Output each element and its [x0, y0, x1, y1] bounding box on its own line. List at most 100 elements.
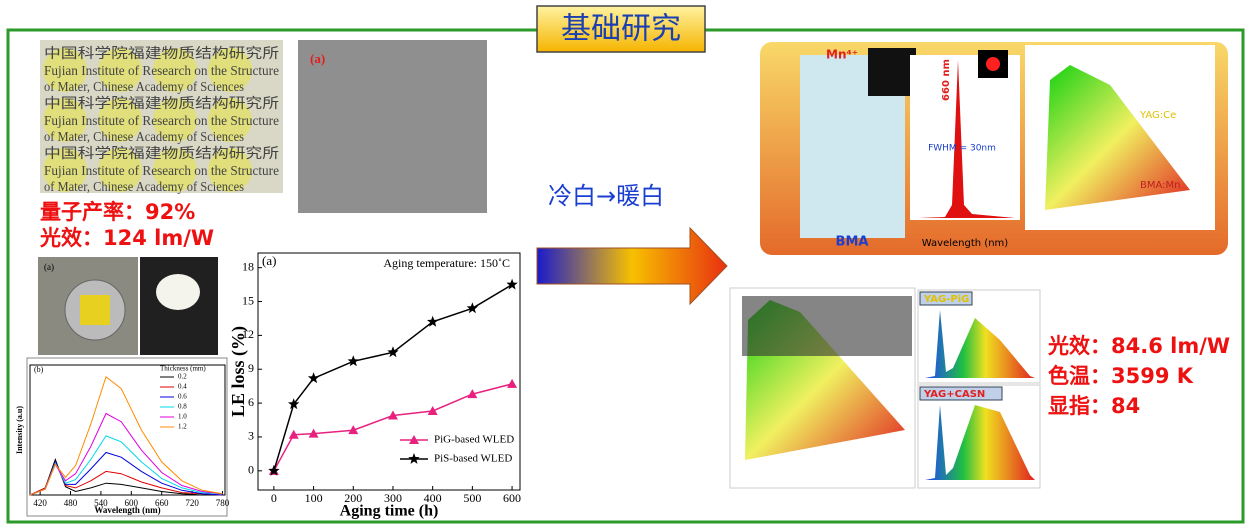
photo-text: of Mater, Chinese Academy of Sciences: [44, 130, 244, 145]
legend-label: 0.8: [178, 403, 187, 411]
panel-label: (b): [34, 365, 44, 374]
legend-label: 1.0: [178, 413, 187, 421]
y-tick-label: 6: [248, 395, 254, 409]
spectrum-panel: [26, 357, 228, 517]
casn-tag: [919, 386, 1003, 401]
marker: [427, 315, 439, 327]
stat: 量子产率：92%: [40, 200, 195, 224]
bma-xlabel: Wavelength (nm): [922, 238, 1008, 249]
marker: [347, 355, 359, 367]
legend-label: PiG-based WLED: [434, 434, 514, 446]
x-axis-label: Aging time (h): [340, 503, 439, 520]
casn-curve: [925, 405, 1035, 480]
title-box: [536, 5, 706, 53]
y-tick-label: 3: [248, 429, 254, 443]
marker: [288, 398, 300, 410]
marker: [466, 302, 479, 314]
pig-tag: [919, 291, 973, 306]
lamp-label: (a): [44, 262, 54, 272]
x-tick-label: 780: [216, 498, 230, 508]
legend-label: 1.2: [178, 423, 187, 431]
marker: [507, 378, 518, 388]
y-tick-label: 18: [242, 259, 254, 273]
photo-text: Fujian Institute of Research on the Stru…: [44, 114, 279, 129]
marker: [307, 372, 320, 384]
sample-photo: 中国科学院福建物质结构研究所 Fujian Institute of Resea…: [40, 40, 283, 195]
x-tick-label: 540: [94, 498, 108, 508]
stat: 显指：84: [1048, 394, 1140, 418]
photo-text: 中国科学院福建物质结构研究所: [44, 146, 279, 162]
x-tick-label: 660: [155, 498, 169, 508]
peak-label: 660 nm: [941, 59, 952, 101]
spectrum-chart: 420 480 540 600 660 720 780 Wavelength (nm) Inte…: [15, 364, 230, 515]
y-tick-label: 9: [248, 361, 254, 375]
series-line: [29, 375, 223, 496]
transition-label: 冷白→暖白: [548, 182, 664, 210]
y-tick-label: 0: [248, 463, 254, 477]
pig-label: YAG-PiG: [923, 294, 969, 305]
series-line: [273, 283, 513, 472]
y-axis-label: LE loss (%): [228, 326, 249, 417]
marker: [348, 425, 359, 435]
legend-label: 0.2: [178, 373, 187, 381]
sem-image: [298, 40, 487, 213]
fwhm-label: FWHM = 30nm: [928, 144, 996, 154]
photo-text: 中国科学院福建物质结构研究所: [44, 46, 279, 62]
led-photos: [742, 296, 912, 356]
y-axis-label: Intensity (a.u): [15, 406, 24, 454]
stat: 光效：124 lm/W: [39, 226, 214, 250]
x-tick-label: 600: [125, 498, 139, 508]
cie-shape: [1045, 65, 1190, 210]
yag-label: YAG:Ce: [1139, 110, 1176, 121]
title: 基础研究: [561, 12, 681, 47]
x-tick-label: 600: [503, 491, 521, 505]
x-tick-label: 420: [33, 498, 47, 508]
x-tick-label: 720: [185, 498, 199, 508]
octahedron: [868, 48, 916, 96]
bma-spectrum: [910, 55, 1020, 220]
arrow: [536, 226, 728, 306]
marker: [308, 428, 319, 438]
bma-label: BMA: [836, 235, 869, 250]
legend-marker: [408, 453, 420, 464]
red-glow: [986, 57, 1000, 71]
sem-texture: [298, 40, 487, 213]
mn-label: Mn⁴⁺: [826, 48, 858, 62]
stat: 光效：84.6 lm/W: [1047, 334, 1230, 358]
x-tick-label: 300: [384, 491, 402, 505]
photo-text: Fujian Institute of Research on the Stru…: [44, 164, 279, 179]
x-tick-label: 400: [424, 491, 442, 505]
x-tick-label: 0: [271, 491, 277, 505]
series-line: [29, 451, 223, 496]
marker: [467, 389, 478, 399]
lamp-glow: [156, 274, 200, 310]
y-tick-label: 15: [242, 293, 254, 307]
x-tick-label: 100: [305, 491, 323, 505]
casn-label: YAG+CASN: [923, 389, 985, 400]
marker: [506, 278, 518, 290]
legend-label: 0.4: [178, 383, 187, 391]
marker: [387, 346, 399, 358]
lamp-photo: [80, 295, 110, 325]
bmamn-label: BMA:Mn: [1140, 180, 1181, 191]
legend-label: 0.6: [178, 393, 187, 401]
legend-marker: [409, 435, 419, 444]
x-tick-label: 200: [344, 491, 362, 505]
marker: [427, 406, 438, 415]
stat: 色温：3599 K: [1048, 364, 1194, 388]
annotation: Aging temperature: 150˚C: [383, 256, 510, 270]
series-line: [29, 458, 223, 496]
series-line: [273, 383, 513, 472]
marker: [387, 410, 398, 420]
photo-text: 中国科学院福建物质结构研究所: [44, 96, 279, 112]
legend-label: PiS-based WLED: [434, 453, 512, 465]
photo-text: Fujian Institute of Research on the Stru…: [44, 64, 279, 79]
series-line: [29, 435, 223, 496]
legend-title: Thickness (mm): [160, 365, 206, 373]
y-tick-label: 12: [242, 327, 254, 341]
pig-curve: [925, 310, 1035, 378]
photo-text: of Mater, Chinese Academy of Sciences: [44, 180, 244, 195]
photo-text: of Mater, Chinese Academy of Sciences: [44, 80, 244, 95]
aging-panel: [228, 245, 525, 520]
